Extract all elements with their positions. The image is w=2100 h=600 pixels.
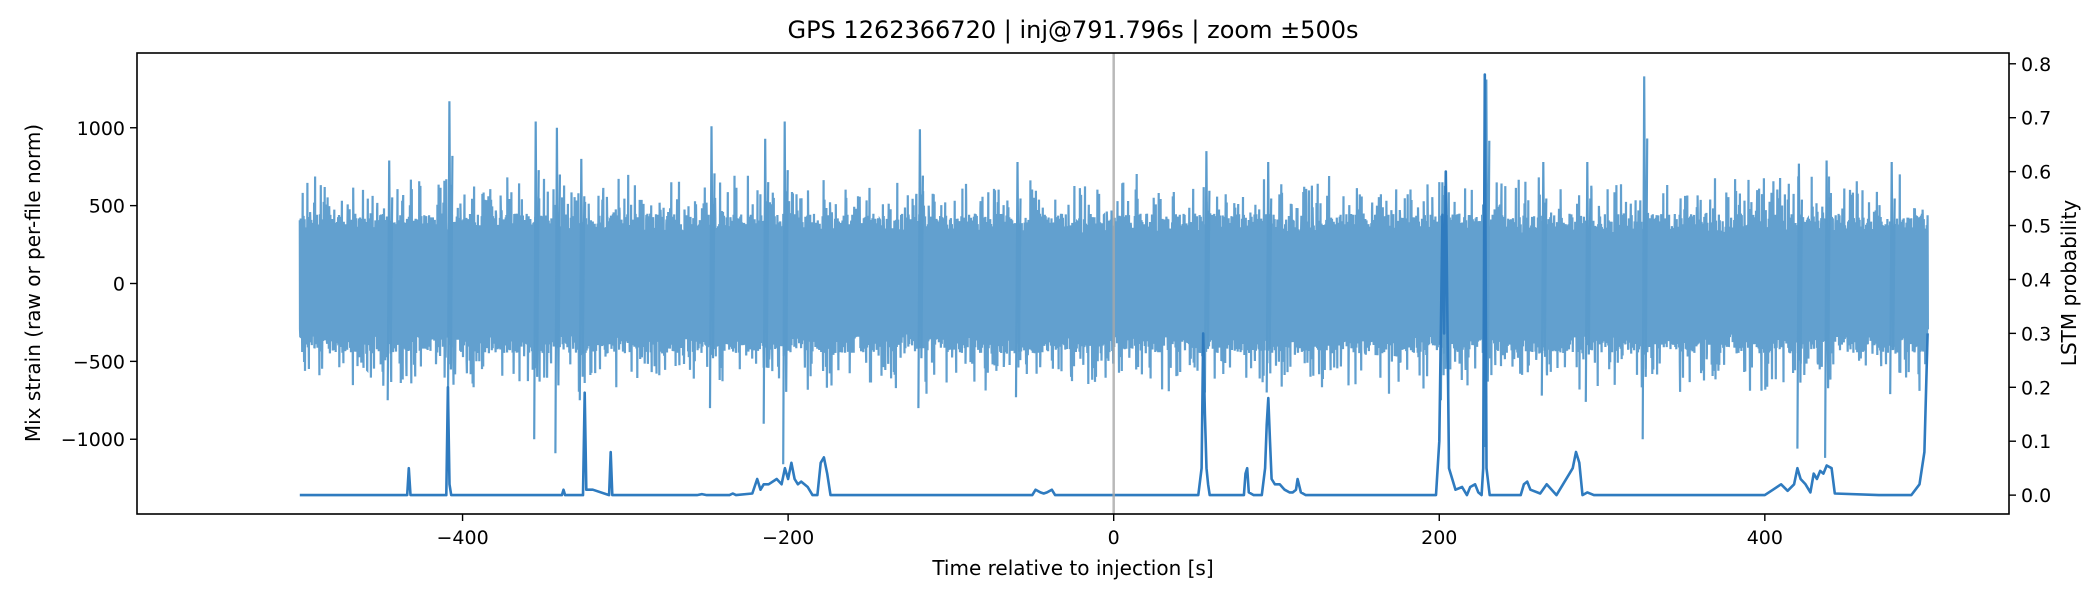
strain-burst bbox=[1824, 160, 1831, 458]
strain-burst bbox=[1203, 151, 1211, 393]
y-right-tick-label: 0.6 bbox=[2021, 162, 2051, 184]
strain-burst bbox=[762, 138, 770, 424]
strain-burst bbox=[1584, 161, 1592, 402]
strain-burst bbox=[1889, 161, 1896, 395]
strain-burst bbox=[386, 160, 394, 401]
strain-burst bbox=[708, 126, 716, 409]
x-tick-label: −200 bbox=[762, 527, 814, 549]
strain-burst bbox=[1641, 76, 1649, 440]
y-right-tick-label: 0.3 bbox=[2021, 323, 2051, 345]
x-tick-label: 200 bbox=[1421, 527, 1457, 549]
strain-burst bbox=[1796, 163, 1803, 449]
x-tick-label: 0 bbox=[1108, 527, 1120, 549]
y-left-tick-label: 1000 bbox=[77, 118, 125, 140]
y-right-tick-label: 0.8 bbox=[2021, 54, 2051, 76]
strain-burst bbox=[1265, 161, 1273, 393]
strain-series bbox=[298, 76, 1929, 465]
x-axis-ticks: −400 −200 0 200 400 bbox=[436, 514, 1783, 549]
y-right-axis-ticks: 0.8 0.7 0.6 0.5 0.4 0.3 0.2 0.1 0.0 bbox=[2009, 54, 2051, 507]
x-tick-label: −400 bbox=[436, 527, 488, 549]
y-right-tick-label: 0.2 bbox=[2021, 377, 2051, 399]
y-left-tick-label: −500 bbox=[73, 351, 125, 373]
y-right-axis-title: LSTM probability bbox=[2057, 200, 2081, 367]
probability-line bbox=[299, 73, 1929, 497]
y-left-tick-label: −1000 bbox=[61, 429, 125, 451]
y-right-tick-label: 0.1 bbox=[2021, 431, 2051, 453]
y-left-tick-label: 500 bbox=[89, 196, 125, 218]
y-left-tick-label: 0 bbox=[113, 274, 125, 296]
strain-burst bbox=[1540, 161, 1548, 396]
y-right-tick-label: 0.5 bbox=[2021, 216, 2051, 238]
y-left-axis-ticks: 1000 500 0 −500 −1000 bbox=[61, 118, 137, 451]
strain-burst bbox=[578, 158, 586, 401]
probability-series bbox=[299, 73, 1929, 497]
y-left-axis-title: Mix strain (raw or per-file norm) bbox=[21, 124, 45, 442]
strain-burst bbox=[554, 127, 561, 454]
y-right-tick-label: 0.4 bbox=[2021, 269, 2051, 291]
strain-burst bbox=[782, 121, 789, 465]
y-right-tick-label: 0.0 bbox=[2021, 485, 2051, 507]
strain-burst bbox=[917, 129, 924, 409]
chart-title: GPS 1262366720 | inj@791.796s | zoom ±50… bbox=[787, 16, 1358, 44]
strain-burst bbox=[446, 101, 454, 427]
x-tick-label: 400 bbox=[1747, 527, 1783, 549]
strain-burst bbox=[533, 121, 540, 440]
x-axis-title: Time relative to injection [s] bbox=[931, 556, 1213, 580]
strain-burst bbox=[1014, 161, 1022, 398]
y-right-tick-label: 0.7 bbox=[2021, 108, 2051, 130]
